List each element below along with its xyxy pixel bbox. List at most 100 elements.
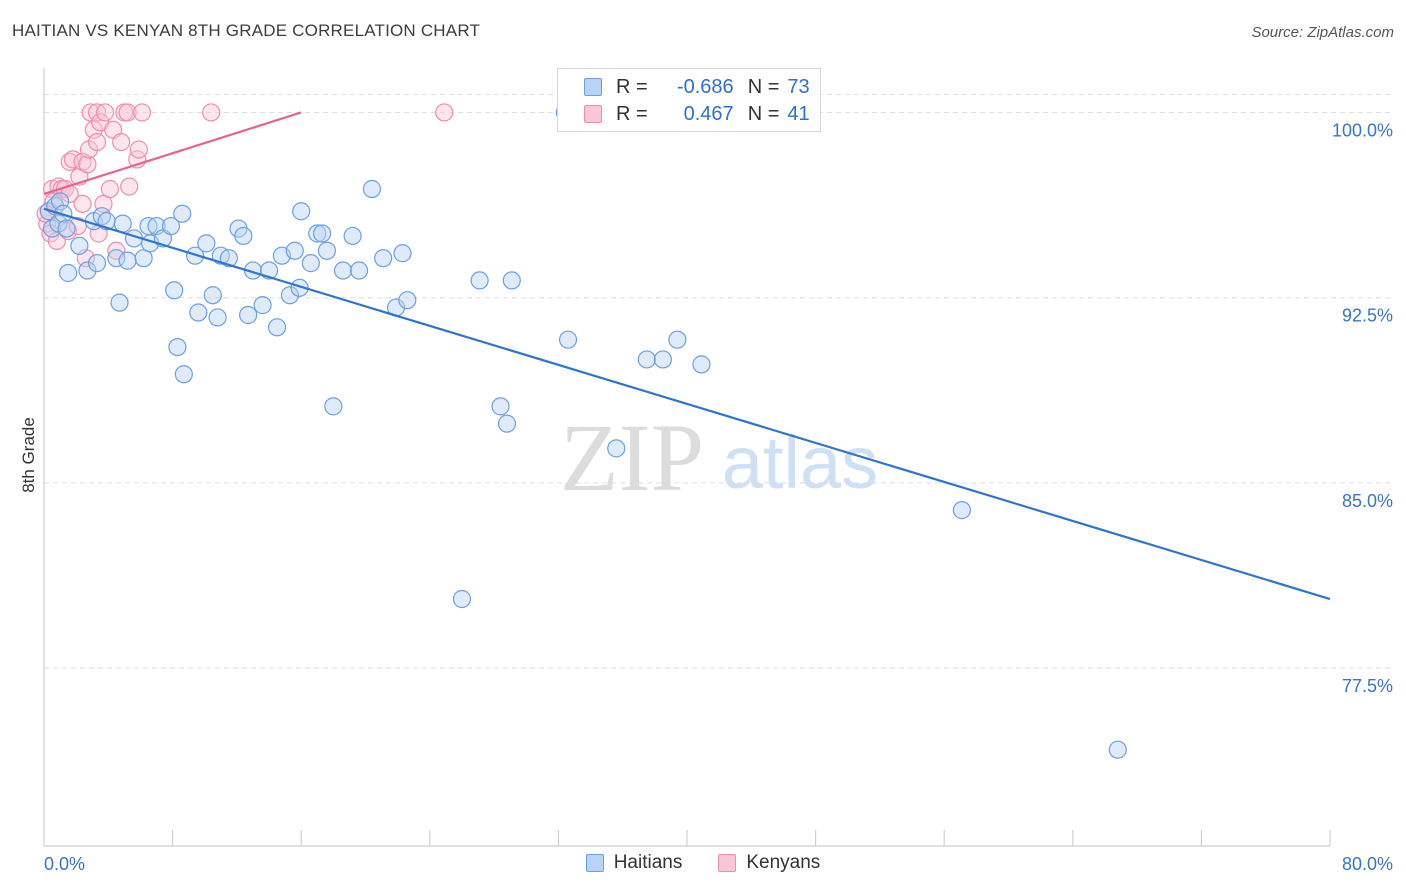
haitians-point [374,249,393,268]
haitians-n-value: 73 [787,75,810,98]
legend-swatch-haitians [585,854,604,872]
y-tick-label: 85.0% [1342,491,1393,511]
haitians-point [161,216,181,236]
haitians-point [239,305,258,325]
haitians-trend-line [43,207,1331,601]
haitians-point [637,350,656,369]
kenyans-point [129,140,148,159]
kenyans-trend-line [43,111,302,196]
haitians-r-value: -0.686 [676,75,734,98]
haitians-point [398,291,417,310]
haitians-point [208,308,227,327]
kenyans-point [73,194,92,213]
haitians-point [87,254,107,273]
kenyans-point [118,103,137,122]
haitians-point [349,261,369,280]
watermark-atlas: atlas [722,421,878,504]
haitians-point [165,281,184,300]
stats-row-haitians: R = -0.686 N = 73 [558,73,810,101]
x-tick-label: 0.0% [44,854,85,874]
haitians-point [607,439,626,458]
source-note: Source: ZipAtlas.com [1251,24,1394,41]
haitians-point [558,330,578,349]
legend: Haitians Kenyans [0,852,1406,874]
haitians-point [110,293,129,312]
kenyans-point [87,132,107,152]
haitians-point [173,204,192,223]
haitians-point [470,271,489,290]
haitians-swatch [584,78,602,96]
legend-item-kenyans[interactable]: Kenyans [718,852,820,874]
watermark: ZIP atlas [560,404,878,511]
haitians-point [362,179,382,199]
haitians-point [317,241,337,260]
kenyans-point [95,103,115,122]
haitians-point [333,261,353,280]
haitians-points [39,103,1127,759]
haitians-point [692,355,711,374]
haitians-point [301,254,320,273]
haitians-point [497,414,517,433]
kenyans-point [100,179,120,199]
chart-title: HAITIAN VS KENYAN 8TH GRADE CORRELATION … [12,21,481,40]
stats-row-kenyans: R = 0.467 N = 41 [558,100,810,128]
haitians-point [197,234,216,253]
legend-label-kenyans: Kenyans [746,852,821,873]
kenyans-point [81,103,100,122]
haitians-point [312,224,332,243]
haitians-point [343,226,362,246]
labels-layer: 100.0% 92.5% 85.0% 77.5% 0.0% 80.0% 8th Grade [19,120,1393,874]
haitians-point [107,249,126,268]
kenyans-point [132,103,152,122]
haitians-point [292,202,311,221]
haitians-point [118,251,137,270]
haitians-point [285,241,304,260]
legend-item-haitians[interactable]: Haitians [585,852,683,874]
y-axis-label: 8th Grade [19,417,38,493]
axes-layer [43,68,1331,847]
y-tick-label: 100.0% [1332,120,1393,140]
haitians-point [59,263,78,283]
r-label: R = [616,75,648,98]
haitians-point [189,303,208,322]
kenyans-point [112,132,131,152]
haitians-point [1108,740,1127,759]
n-label: N = [747,102,780,125]
legend-label-haitians: Haitians [613,852,683,873]
haitians-point [491,397,510,416]
trend-layer [43,111,1331,601]
n-label: N = [747,75,780,98]
haitians-point [70,236,89,255]
haitians-point [308,224,327,243]
watermark-zip: ZIP [560,404,704,511]
kenyans-point [120,177,139,196]
haitians-point [324,397,343,416]
haitians-point [393,244,412,263]
x-tick-label: 80.0% [1342,854,1393,874]
y-tick-label: 92.5% [1342,306,1393,326]
kenyans-point [435,103,454,122]
r-label: R = [616,102,648,125]
kenyans-point [202,103,221,122]
grid-layer [44,93,1392,669]
kenyans-point [78,155,97,174]
haitians-point [452,589,472,609]
haitians-point [668,330,687,349]
haitians-point [952,501,971,520]
haitians-point [267,318,287,337]
haitians-point [234,226,253,246]
haitians-point [203,286,222,305]
haitians-point [280,286,300,305]
haitians-point [653,350,672,369]
haitians-point [57,219,76,238]
y-tick-label: 77.5% [1342,676,1393,696]
haitians-point [113,214,132,233]
kenyans-swatch [584,105,602,123]
haitians-point [502,271,521,290]
kenyans-points [36,103,454,268]
kenyans-point [60,152,79,171]
haitians-point [168,337,187,357]
haitians-point [253,296,272,315]
kenyans-n-value: 41 [787,102,810,125]
